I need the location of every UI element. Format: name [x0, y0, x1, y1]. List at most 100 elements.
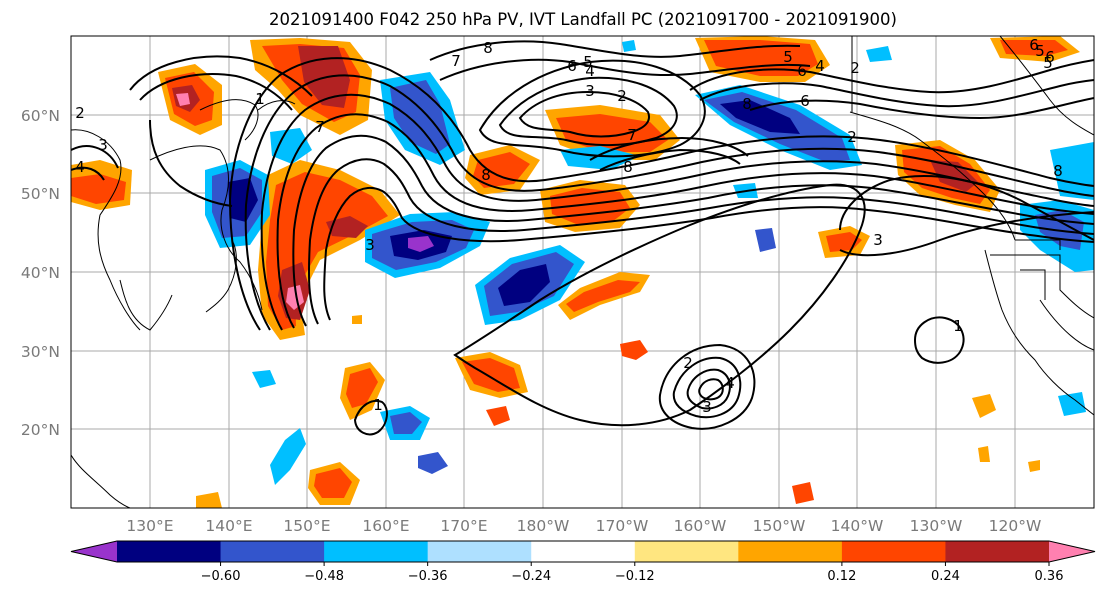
pv-positive-patch	[352, 315, 362, 324]
coastlines	[71, 36, 1094, 508]
lon-label: 150°W	[753, 517, 806, 535]
contour-label: 4	[815, 57, 825, 75]
colorbar-segment	[220, 541, 325, 562]
lon-label: 120°W	[989, 517, 1042, 535]
contour-label: 6	[797, 62, 807, 80]
lon-label: 160°E	[362, 517, 409, 535]
colorbar-tick-label: 0.12	[827, 569, 856, 584]
contour-labels: 8 7 6 5 4 3 2 1 2 3 4 8 7 6 5 8 6 4 2 1 …	[75, 36, 1063, 416]
lat-label: 20°N	[21, 421, 60, 439]
colorbar: −0.60−0.48−0.36−0.24−0.120.120.240.360.4…	[70, 540, 1096, 584]
pv-negative-patch	[720, 100, 800, 134]
lat-label: 30°N	[21, 343, 60, 361]
contour-label: 6	[800, 92, 810, 110]
colorbar-tick-label: −0.12	[615, 569, 655, 584]
contour-label: 8	[1053, 162, 1063, 180]
pv-negative-patch	[418, 452, 448, 474]
colorbar-segment	[634, 541, 739, 562]
lon-label: 140°W	[831, 517, 884, 535]
pv-positive-patch	[314, 468, 352, 498]
colorbar-tick-label: −0.24	[511, 569, 551, 584]
contour-label: 5	[583, 53, 593, 71]
contour-label: 8	[742, 95, 752, 113]
pv-positive-patch	[473, 152, 530, 188]
contour-label: 3	[585, 82, 595, 100]
colorbar-segment	[324, 541, 429, 562]
pv-positive-patch	[620, 340, 648, 360]
lon-label: 180°W	[517, 517, 570, 535]
lon-label: 160°W	[674, 517, 727, 535]
pv-positive-patch	[1000, 40, 1068, 56]
pv-negative-patch	[270, 428, 306, 485]
colorbar-segment	[738, 541, 843, 562]
pv-negative-patch	[408, 236, 434, 252]
colorbar-extend-min	[71, 541, 117, 562]
pv-positive-patch	[326, 216, 368, 238]
lon-label: 170°W	[596, 517, 649, 535]
contour-label: 4	[725, 374, 735, 392]
contour-label: 3	[702, 398, 712, 416]
colorbar-outline	[70, 540, 1096, 563]
pv-negative-patch	[252, 370, 276, 388]
lon-label: 130°E	[126, 517, 173, 535]
contour-label: 3	[98, 136, 108, 154]
colorbar-segment	[427, 541, 532, 562]
colorbar-tick-label: −0.60	[201, 569, 241, 584]
colorbar-segment	[531, 541, 636, 562]
pv-positive-patch	[176, 93, 190, 106]
pv-positive-patch	[1028, 460, 1040, 472]
contour-label: 3	[365, 236, 375, 254]
map-title: 2021091400 F042 250 hPa PV, IVT Landfall…	[269, 10, 897, 29]
contour-label: 1	[373, 396, 383, 414]
contour-label: 1	[953, 317, 963, 335]
lat-label: 50°N	[21, 185, 60, 203]
contour-label: 4	[75, 158, 85, 176]
longitude-labels: 130°E 140°E 150°E 160°E 170°E 180°W 170°…	[126, 517, 1041, 535]
pv-positive-patch	[196, 492, 222, 508]
lon-label: 140°E	[205, 517, 252, 535]
pv-positive-patch	[566, 280, 640, 312]
contour-label: 7	[451, 52, 461, 70]
contour-label: 5	[1043, 54, 1053, 72]
lon-label: 170°E	[440, 517, 487, 535]
colorbar-extend-max	[1049, 541, 1095, 562]
colorbar-segment	[945, 541, 1050, 562]
contour-label: 8	[623, 158, 633, 176]
contour-label: 1	[255, 90, 265, 108]
contour-label: 5	[1035, 42, 1045, 60]
pv-positive-patch	[462, 358, 520, 392]
contour-label: 6	[567, 57, 577, 75]
contour-label: 2	[847, 128, 857, 146]
colorbar-segment	[841, 541, 946, 562]
contour-label: 4	[585, 62, 595, 80]
contour-label: 2	[75, 104, 85, 122]
contour-label: 6	[1029, 36, 1039, 54]
colorbar-tick-label: 0.24	[931, 569, 960, 584]
latitude-labels: 60°N 50°N 40°N 30°N 20°N	[21, 107, 60, 439]
pv-positive-patch	[792, 482, 814, 504]
colorbar-segments	[70, 540, 1096, 563]
ivt-contours	[71, 40, 1094, 436]
pv-positive-patch	[486, 406, 510, 426]
contour-label: 8	[483, 39, 493, 57]
pv-negative-patch	[270, 128, 312, 164]
contour-label: 7	[315, 118, 325, 136]
pv-negative-patch	[390, 80, 450, 154]
contour-label: 5	[783, 48, 793, 66]
pv-positive-patch	[346, 368, 378, 408]
pv-negative-patch	[622, 40, 636, 52]
lat-label: 40°N	[21, 264, 60, 282]
colorbar-tick-label: 0.36	[1035, 569, 1064, 584]
lat-label: 60°N	[21, 107, 60, 125]
pv-negative-patch	[390, 412, 422, 434]
pv-negative-patch	[1058, 392, 1086, 416]
pv-positive-patch	[972, 394, 996, 418]
contour-label: 6	[1045, 48, 1055, 66]
colorbar-tick-label: −0.36	[408, 569, 448, 584]
pv-negative-patch	[866, 46, 892, 62]
pv-negative-patch	[228, 178, 258, 222]
pv-negative-patch	[755, 228, 776, 252]
contour-label: 2	[683, 354, 693, 372]
contour-label: 2	[850, 59, 860, 77]
